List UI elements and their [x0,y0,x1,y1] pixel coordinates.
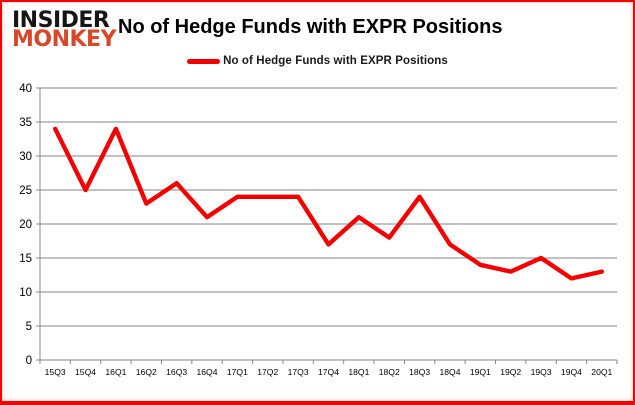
svg-text:17Q1: 17Q1 [227,367,248,377]
svg-text:17Q2: 17Q2 [257,367,278,377]
svg-text:19Q3: 19Q3 [531,367,552,377]
svg-text:18Q4: 18Q4 [439,367,460,377]
svg-text:0: 0 [26,355,32,367]
legend-line-swatch [187,58,221,64]
svg-text:18Q2: 18Q2 [379,367,400,377]
svg-text:15Q4: 15Q4 [75,367,96,377]
svg-text:25: 25 [19,185,32,197]
svg-text:17Q4: 17Q4 [318,367,339,377]
svg-text:19Q2: 19Q2 [500,367,521,377]
svg-text:40: 40 [19,83,32,95]
svg-text:16Q1: 16Q1 [105,367,126,377]
svg-text:16Q2: 16Q2 [136,367,157,377]
svg-text:18Q3: 18Q3 [409,367,430,377]
svg-text:10: 10 [19,287,32,299]
svg-text:20: 20 [19,219,32,231]
svg-text:5: 5 [26,321,32,333]
svg-text:19Q4: 19Q4 [561,367,582,377]
logo-text-monkey: MONKEY [12,27,117,52]
legend: No of Hedge Funds with EXPR Positions [2,55,633,67]
svg-text:18Q1: 18Q1 [348,367,369,377]
insider-monkey-logo: INSIDER MONKEY [12,8,117,52]
line-chart-plot: 0 5 10 15 20 25 30 35 40 15Q3 15Q4 16Q1 16Q2 16Q3 16Q4… [19,83,618,377]
logo-text-insider: INSIDER [12,8,110,33]
svg-text:30: 30 [19,151,32,163]
svg-text:17Q3: 17Q3 [288,367,309,377]
svg-text:19Q1: 19Q1 [470,367,491,377]
svg-text:16Q4: 16Q4 [197,367,218,377]
svg-text:15: 15 [19,253,32,265]
legend-label: No of Hedge Funds with EXPR Positions [223,55,448,67]
svg-text:15Q3: 15Q3 [45,367,66,377]
svg-text:20Q1: 20Q1 [591,367,612,377]
svg-text:35: 35 [19,117,32,129]
chart-title: No of Hedge Funds with EXPR Positions [118,16,503,38]
svg-text:16Q3: 16Q3 [166,367,187,377]
